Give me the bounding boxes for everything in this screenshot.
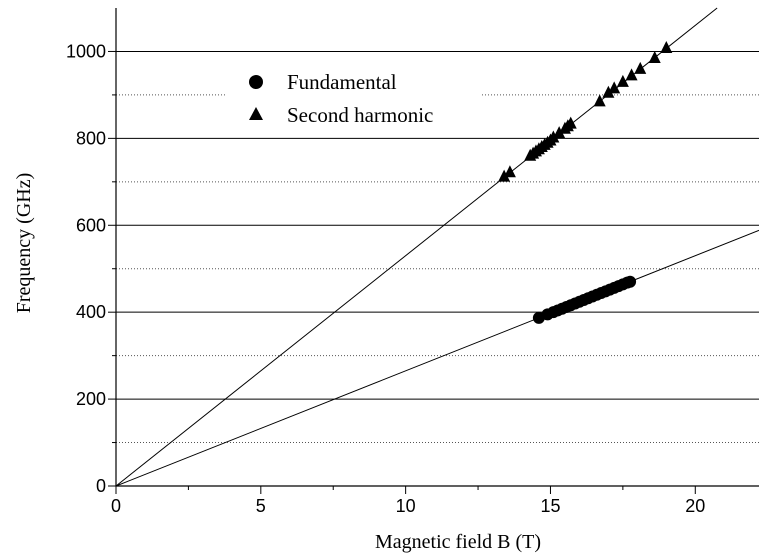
fit-line-fundamental	[115, 229, 759, 487]
axes	[108, 8, 759, 494]
point-second-harmonic	[648, 50, 661, 63]
point-second-harmonic	[498, 169, 511, 182]
point-second-harmonic	[503, 165, 516, 178]
y-tick-label: 1000	[66, 41, 106, 61]
x-tick-label: 10	[396, 496, 416, 516]
point-second-harmonic	[616, 74, 629, 87]
x-tick-label: 15	[540, 496, 560, 516]
point-second-harmonic	[625, 68, 638, 81]
legend-marker-fundamental	[249, 75, 263, 89]
x-axis-title: Magnetic field B (T)	[375, 531, 541, 553]
legend-label-fundamental: Fundamental	[287, 70, 397, 94]
point-second-harmonic	[602, 85, 615, 98]
y-tick-label: 400	[76, 302, 106, 322]
y-tick-label: 600	[76, 215, 106, 235]
x-tick-label: 5	[256, 496, 266, 516]
x-tick-label: 20	[685, 496, 705, 516]
point-second-harmonic	[564, 116, 577, 129]
y-tick-label: 200	[76, 389, 106, 409]
x-tick-label: 0	[111, 496, 121, 516]
point-fundamental	[624, 275, 637, 288]
point-second-harmonic	[608, 81, 621, 94]
point-second-harmonic	[593, 94, 606, 107]
point-second-harmonic	[553, 126, 566, 139]
tick-labels: 0 200 400 600 800 1000 0 5 10 15 20	[66, 41, 705, 516]
point-second-harmonic	[547, 130, 560, 143]
point-second-harmonic	[660, 40, 673, 53]
data-points	[498, 40, 673, 324]
legend: Fundamental Second harmonic	[225, 64, 480, 136]
legend-label-second-harmonic: Second harmonic	[287, 103, 433, 127]
point-second-harmonic	[634, 61, 647, 74]
y-tick-label: 0	[96, 476, 106, 496]
legend-background	[225, 64, 480, 136]
legend-marker-second-harmonic	[249, 107, 263, 120]
y-tick-label: 800	[76, 128, 106, 148]
y-axis-title: Frequency (GHz)	[13, 173, 35, 314]
